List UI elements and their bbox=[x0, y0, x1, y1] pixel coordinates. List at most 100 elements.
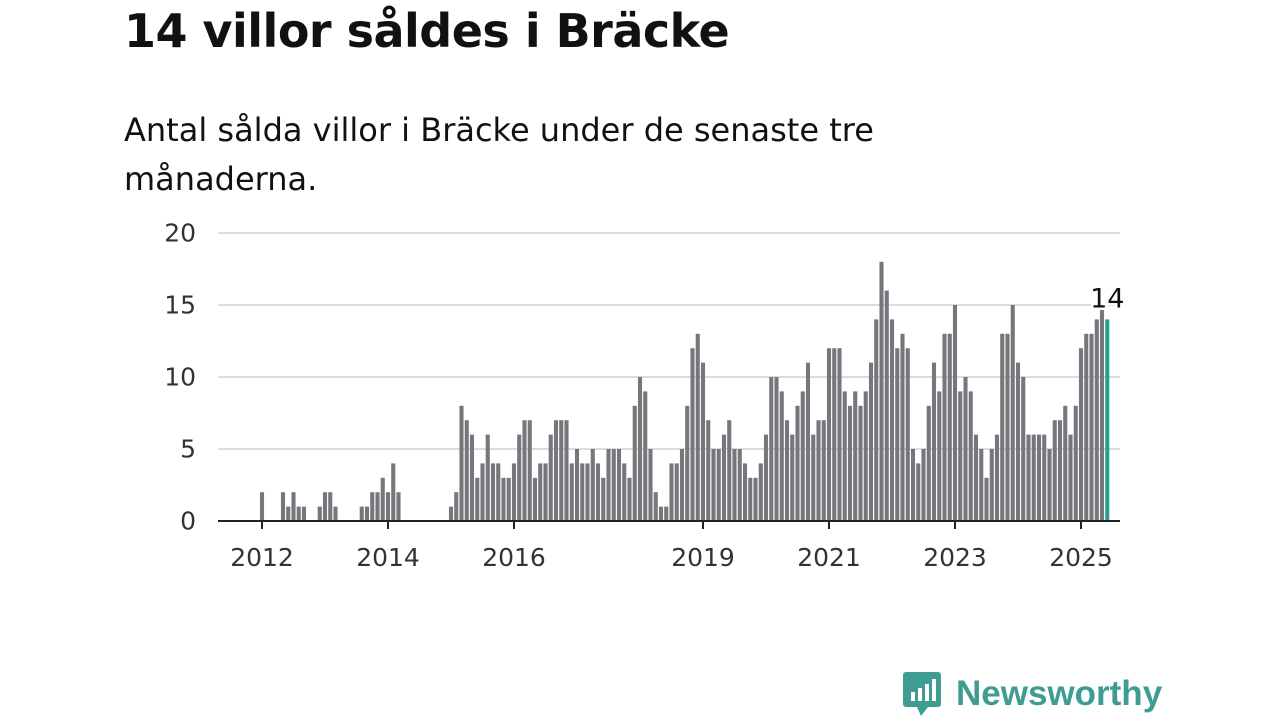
bar bbox=[884, 290, 889, 521]
bar bbox=[506, 477, 511, 521]
bar-chart: 0 5 10 15 20 2012 2014 2016 2019 2021 2023 2025 14 bbox=[164, 218, 1127, 573]
bar bbox=[569, 463, 574, 521]
bar bbox=[291, 492, 296, 521]
labels: 0 5 10 15 20 2012 2014 2016 2019 2021 2023 2025 14 bbox=[164, 219, 1127, 573]
x-axis bbox=[218, 520, 1120, 529]
bar bbox=[1073, 405, 1078, 521]
bar bbox=[532, 477, 538, 521]
bar bbox=[280, 492, 286, 521]
bar bbox=[874, 319, 879, 521]
bar bbox=[1063, 405, 1068, 521]
x-tick-label: 2023 bbox=[923, 543, 987, 572]
bar bbox=[538, 463, 543, 521]
bar bbox=[1084, 333, 1089, 521]
brand-name: Newsworthy bbox=[956, 674, 1163, 713]
newsworthy-logo: Newsworthy bbox=[902, 670, 1162, 718]
bar bbox=[480, 463, 485, 521]
x-tick-label: 2016 bbox=[482, 543, 546, 572]
bar bbox=[994, 434, 1000, 521]
bar bbox=[1094, 319, 1099, 521]
bar bbox=[863, 391, 868, 521]
bar bbox=[664, 506, 669, 521]
bar bbox=[611, 449, 616, 521]
bar bbox=[858, 405, 863, 521]
bar bbox=[627, 477, 632, 521]
bar bbox=[522, 420, 527, 521]
bar bbox=[322, 492, 328, 521]
bar bbox=[286, 506, 291, 521]
bar bbox=[742, 463, 748, 521]
bar bbox=[679, 449, 685, 521]
x-tick-label: 2021 bbox=[797, 543, 861, 572]
bar bbox=[984, 477, 989, 521]
bar bbox=[748, 477, 753, 521]
bar bbox=[296, 506, 301, 521]
bar bbox=[889, 319, 895, 521]
bar bbox=[931, 362, 937, 521]
x-tick-label: 2025 bbox=[1049, 543, 1113, 572]
bar bbox=[643, 391, 648, 521]
bar bbox=[905, 348, 910, 521]
bar bbox=[816, 420, 821, 521]
bar bbox=[784, 420, 790, 521]
bar bbox=[632, 405, 637, 521]
bar bbox=[721, 434, 727, 521]
bar bbox=[527, 420, 532, 521]
bar bbox=[301, 506, 307, 521]
bar bbox=[921, 449, 926, 521]
bar bbox=[511, 463, 517, 521]
bar bbox=[795, 405, 800, 521]
bar bbox=[658, 506, 664, 521]
bar bbox=[674, 463, 679, 521]
latest-value-label: 14 bbox=[1090, 283, 1124, 314]
bar bbox=[1021, 377, 1026, 521]
y-tick-label: 15 bbox=[164, 291, 196, 320]
bar bbox=[690, 348, 695, 521]
bar bbox=[790, 434, 795, 521]
bar bbox=[952, 305, 958, 521]
bar bbox=[1005, 333, 1010, 521]
bar bbox=[805, 362, 811, 521]
bar bbox=[800, 391, 805, 521]
bar bbox=[543, 463, 548, 521]
bar bbox=[942, 333, 947, 521]
bar bbox=[454, 492, 459, 521]
bar bbox=[769, 377, 774, 521]
bar bbox=[259, 492, 265, 521]
bar bbox=[459, 405, 464, 521]
bar bbox=[359, 506, 364, 521]
bar bbox=[947, 333, 952, 521]
bar bbox=[1015, 362, 1021, 521]
bar bbox=[564, 420, 569, 521]
bar bbox=[853, 391, 858, 521]
bar bbox=[1047, 449, 1052, 521]
bar bbox=[1036, 434, 1042, 521]
chart-subtitle: Antal sålda villor i Bräcke under de sen… bbox=[124, 111, 874, 198]
bar bbox=[375, 492, 380, 521]
x-tick-label: 2014 bbox=[356, 543, 420, 572]
bar bbox=[910, 449, 916, 521]
bar bbox=[1089, 333, 1094, 521]
bar bbox=[774, 377, 779, 521]
bar bbox=[837, 348, 842, 521]
bar bbox=[1010, 305, 1015, 521]
y-tick-label: 5 bbox=[180, 435, 196, 464]
bar bbox=[622, 463, 627, 521]
bar bbox=[879, 261, 884, 521]
bar bbox=[1026, 434, 1031, 521]
y-tick-label: 20 bbox=[164, 219, 196, 248]
y-tick-label: 10 bbox=[164, 363, 196, 392]
bar-highlight bbox=[1105, 319, 1110, 521]
bar bbox=[370, 492, 375, 521]
bar bbox=[727, 420, 732, 521]
bar bbox=[380, 477, 385, 521]
bar bbox=[553, 420, 559, 521]
bar bbox=[391, 463, 396, 521]
bar bbox=[821, 420, 826, 521]
bar bbox=[779, 391, 784, 521]
bar bbox=[559, 420, 564, 521]
bar bbox=[979, 449, 984, 521]
bar bbox=[1057, 420, 1063, 521]
bar bbox=[900, 333, 905, 521]
bar bbox=[595, 463, 601, 521]
